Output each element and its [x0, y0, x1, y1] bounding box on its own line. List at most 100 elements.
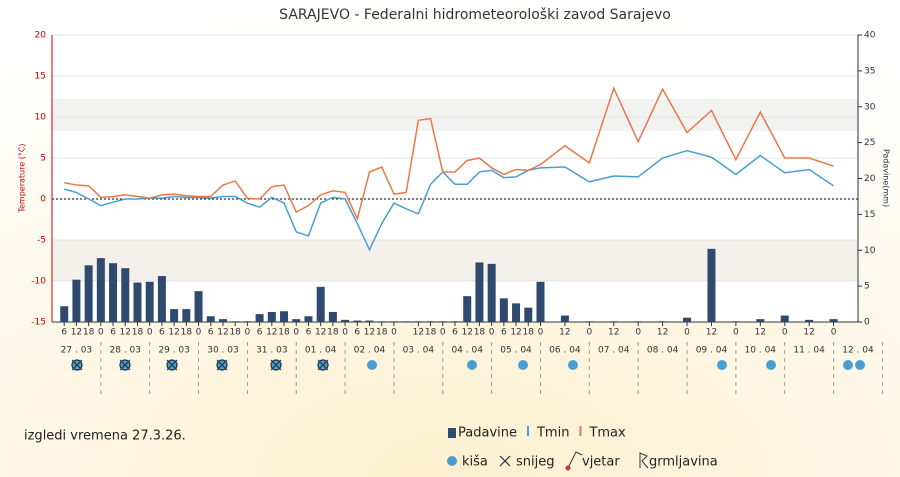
day-label: 28 . 03 — [110, 346, 142, 356]
bar — [707, 248, 716, 322]
bar — [72, 279, 81, 322]
bar — [683, 317, 692, 322]
x-tick-label: 0 — [245, 328, 251, 338]
x-tick-label: 18 — [229, 328, 241, 338]
x-tick-label: 0 — [147, 328, 153, 338]
x-tick-label: 0 — [733, 328, 739, 338]
y-tick-label: 20 — [35, 31, 47, 41]
x-tick-label: 12 — [657, 328, 668, 338]
band — [52, 240, 858, 281]
y2-tick-label: 20 — [864, 174, 876, 184]
x-tick-label: 18 — [425, 328, 437, 338]
x-tick-label: 12 — [413, 328, 424, 338]
bar — [121, 268, 130, 322]
y2-tick-label: 0 — [864, 318, 870, 328]
day-label: 04 . 04 — [451, 346, 483, 356]
y-tick-label: 15 — [35, 72, 46, 82]
bar — [280, 311, 289, 322]
x-tick-label: 6 — [110, 328, 116, 338]
x-tick-label: 12 — [755, 328, 766, 338]
bar — [524, 307, 533, 322]
bar — [780, 315, 789, 322]
day-label: 10 . 04 — [745, 346, 777, 356]
bar — [585, 321, 594, 322]
y2-tick-label: 30 — [864, 102, 876, 112]
bar — [267, 311, 276, 322]
x-tick-label: 12 — [217, 328, 228, 338]
bar — [560, 315, 569, 322]
bar — [475, 262, 484, 322]
day-label: 06 . 04 — [549, 346, 581, 356]
legend-label: grmljavina — [649, 455, 718, 470]
day-label: 29 . 03 — [158, 346, 190, 356]
bar — [389, 321, 398, 322]
bar — [341, 319, 350, 322]
x-tick-label: 0 — [440, 328, 446, 338]
legend-label: Tmin — [536, 426, 569, 441]
legend-swatch — [526, 426, 529, 436]
bar — [658, 321, 667, 322]
x-tick-label: 18 — [181, 328, 193, 338]
bar — [109, 263, 118, 322]
footnote: izgledi vremena 27.3.26. — [24, 429, 186, 444]
y2-tick-label: 5 — [864, 282, 870, 292]
y2-axis-title: Padavine(mm) — [882, 149, 891, 207]
y2-tick-label: 15 — [864, 210, 875, 220]
x-tick-label: 6 — [61, 328, 67, 338]
x-tick-label: 18 — [474, 328, 486, 338]
day-label: 09 . 04 — [696, 346, 728, 356]
x-tick-label: 12 — [364, 328, 375, 338]
x-tick-label: 12 — [266, 328, 277, 338]
bar — [255, 314, 264, 322]
x-tick-label: 0 — [586, 328, 592, 338]
x-tick-label: 18 — [132, 328, 144, 338]
y2-tick-label: 40 — [864, 31, 876, 41]
bar — [182, 309, 191, 322]
symbol-legend: kiša snijeg vjetar grmljavina — [447, 451, 718, 471]
x-tick-label: 12 — [168, 328, 179, 338]
x-tick-label: 12 — [315, 328, 326, 338]
bar — [194, 291, 203, 322]
day-label: 02 . 04 — [354, 346, 386, 356]
bar — [426, 321, 435, 322]
bar — [60, 306, 69, 322]
x-tick-label: 6 — [354, 328, 360, 338]
bar — [402, 321, 411, 322]
bar — [316, 286, 325, 322]
day-label: 03 . 04 — [403, 346, 435, 356]
bar — [292, 319, 301, 322]
x-tick-label: 12 — [608, 328, 619, 338]
day-label: 01 . 04 — [305, 346, 337, 356]
x-tick-label: 18 — [278, 328, 290, 338]
y-tick-label: 0 — [40, 195, 46, 205]
bar — [365, 320, 374, 322]
x-tick-label: 12 — [803, 328, 814, 338]
bar — [438, 321, 447, 322]
x-tick-label: 0 — [98, 328, 104, 338]
bar — [218, 319, 227, 322]
day-label: 11 . 04 — [793, 346, 825, 356]
day-label: 05 . 04 — [500, 346, 532, 356]
x-tick-label: 12 — [706, 328, 717, 338]
legend-label: vjetar — [582, 455, 620, 470]
legend-label: Tmax — [588, 426, 626, 441]
x-tick-label: 12 — [559, 328, 570, 338]
bar — [756, 319, 765, 322]
bar — [512, 303, 521, 322]
bar — [609, 321, 618, 322]
x-tick-label: 0 — [635, 328, 641, 338]
x-tick-label: 18 — [83, 328, 95, 338]
y-tick-label: -10 — [31, 277, 46, 287]
weather-icons — [71, 359, 865, 371]
legend-label: kiša — [462, 455, 488, 470]
day-label: 08 . 04 — [647, 346, 679, 356]
x-tick-label: 0 — [782, 328, 788, 338]
bar — [96, 258, 105, 322]
bar — [414, 321, 423, 322]
x-tick-label: 18 — [376, 328, 388, 338]
legend-label: snijeg — [516, 455, 555, 470]
legend: Padavine Tmin Tmax — [448, 426, 626, 441]
x-tick-label: 0 — [538, 328, 544, 338]
